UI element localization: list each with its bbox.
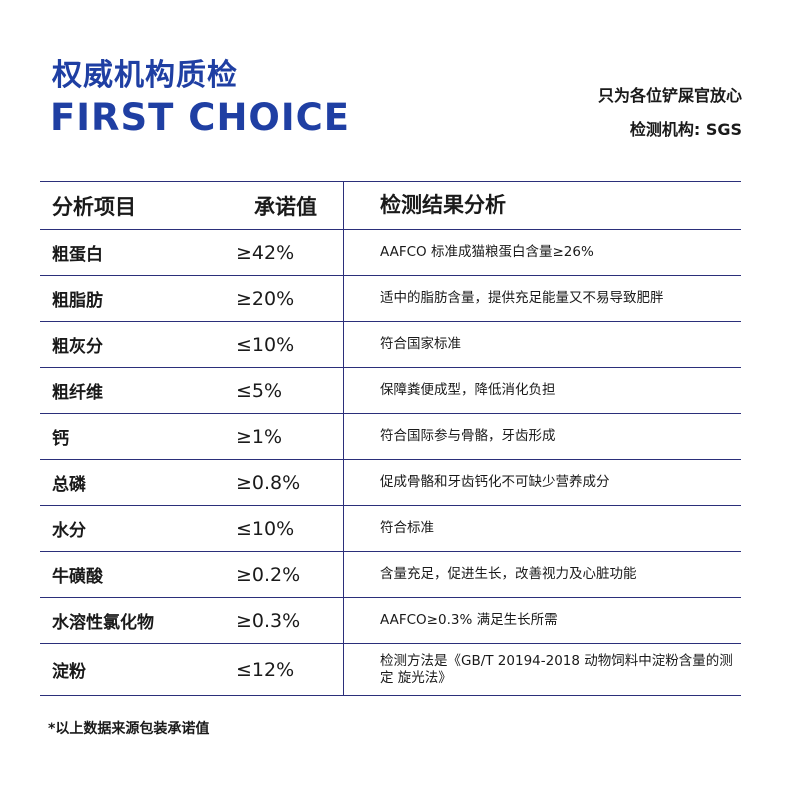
row-item: 粗灰分	[52, 337, 103, 357]
row-value: ≥1%	[236, 425, 283, 448]
row-item: 水溶性氯化物	[52, 613, 154, 633]
row-item: 钙	[52, 429, 69, 449]
row-analysis: 检测方法是《GB/T 20194-2018 动物饲料中淀粉含量的测定 旋光法》	[343, 644, 741, 695]
row-value: ≥0.8%	[236, 471, 301, 494]
row-item: 总磷	[52, 475, 86, 495]
row-value: ≥42%	[236, 241, 295, 264]
table-row: 水分 ≤10% 符合标准	[40, 506, 741, 552]
page-title-en: FIRST CHOICE	[50, 96, 351, 139]
row-analysis: 符合国际参与骨骼，牙齿形成	[343, 414, 741, 459]
row-item: 牛磺酸	[52, 567, 103, 587]
row-item: 粗纤维	[52, 383, 103, 403]
row-item: 粗脂肪	[52, 291, 103, 311]
row-value: ≤5%	[236, 379, 283, 402]
row-value: ≥0.2%	[236, 563, 301, 586]
row-analysis: 符合标准	[343, 506, 741, 551]
row-value: ≤10%	[236, 517, 295, 540]
page-title-cn: 权威机构质检	[52, 58, 238, 93]
tagline: 只为各位铲屎官放心	[597, 86, 742, 105]
row-analysis: 含量充足，促进生长，改善视力及心脏功能	[343, 552, 741, 597]
nutrition-table: 分析项目 承诺值 检测结果分析 粗蛋白 ≥42% AAFCO 标准成猫粮蛋白含量…	[40, 181, 741, 696]
row-analysis: 适中的脂肪含量，提供充足能量又不易导致肥胖	[343, 276, 741, 321]
table-row: 牛磺酸 ≥0.2% 含量充足，促进生长，改善视力及心脏功能	[40, 552, 741, 598]
footnote: *以上数据来源包装承诺值	[48, 721, 210, 737]
table-row: 粗蛋白 ≥42% AAFCO 标准成猫粮蛋白含量≥26%	[40, 230, 741, 276]
row-analysis: AAFCO≥0.3% 满足生长所需	[343, 598, 741, 643]
column-header-item: 分析项目	[52, 194, 136, 219]
table-row: 钙 ≥1% 符合国际参与骨骼，牙齿形成	[40, 414, 741, 460]
column-header-analysis: 检测结果分析	[343, 182, 741, 229]
row-value: ≤12%	[236, 658, 295, 681]
testing-agency: 检测机构: SGS	[629, 120, 742, 139]
row-analysis: 符合国家标准	[343, 322, 741, 367]
table-header-row: 分析项目 承诺值 检测结果分析	[40, 182, 741, 230]
row-item: 粗蛋白	[52, 245, 103, 265]
row-analysis: 促成骨骼和牙齿钙化不可缺少营养成分	[343, 460, 741, 505]
table-row: 粗纤维 ≤5% 保障粪便成型，降低消化负担	[40, 368, 741, 414]
row-value: ≥20%	[236, 287, 295, 310]
table-row: 总磷 ≥0.8% 促成骨骼和牙齿钙化不可缺少营养成分	[40, 460, 741, 506]
table-row: 水溶性氯化物 ≥0.3% AAFCO≥0.3% 满足生长所需	[40, 598, 741, 644]
table-row: 淀粉 ≤12% 检测方法是《GB/T 20194-2018 动物饲料中淀粉含量的…	[40, 644, 741, 696]
table-row: 粗灰分 ≤10% 符合国家标准	[40, 322, 741, 368]
row-value: ≥0.3%	[236, 609, 301, 632]
column-header-value: 承诺值	[254, 194, 317, 219]
row-analysis: AAFCO 标准成猫粮蛋白含量≥26%	[343, 230, 741, 275]
row-item: 淀粉	[52, 662, 86, 682]
row-value: ≤10%	[236, 333, 295, 356]
table-row: 粗脂肪 ≥20% 适中的脂肪含量，提供充足能量又不易导致肥胖	[40, 276, 741, 322]
row-analysis: 保障粪便成型，降低消化负担	[343, 368, 741, 413]
row-item: 水分	[52, 521, 86, 541]
